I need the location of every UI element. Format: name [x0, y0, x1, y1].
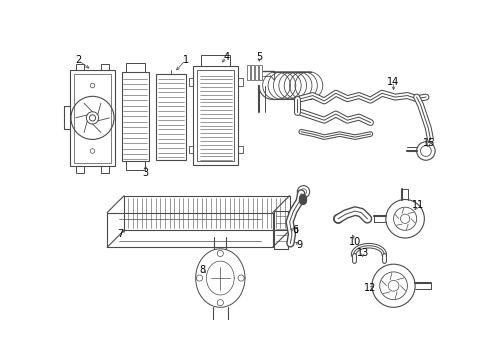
Text: 9: 9: [296, 240, 303, 250]
Text: 5: 5: [256, 52, 263, 62]
Text: 1: 1: [183, 55, 189, 65]
Text: 12: 12: [364, 283, 377, 293]
Text: 10: 10: [349, 237, 361, 247]
Text: 4: 4: [223, 52, 229, 62]
Text: 14: 14: [388, 77, 400, 87]
Text: 6: 6: [292, 225, 298, 235]
Text: 3: 3: [143, 167, 148, 177]
Text: 15: 15: [423, 138, 435, 148]
Text: 13: 13: [357, 248, 369, 258]
Text: 11: 11: [412, 200, 424, 210]
Text: 8: 8: [199, 265, 206, 275]
Text: 2: 2: [75, 55, 81, 65]
Text: 7: 7: [117, 229, 123, 239]
